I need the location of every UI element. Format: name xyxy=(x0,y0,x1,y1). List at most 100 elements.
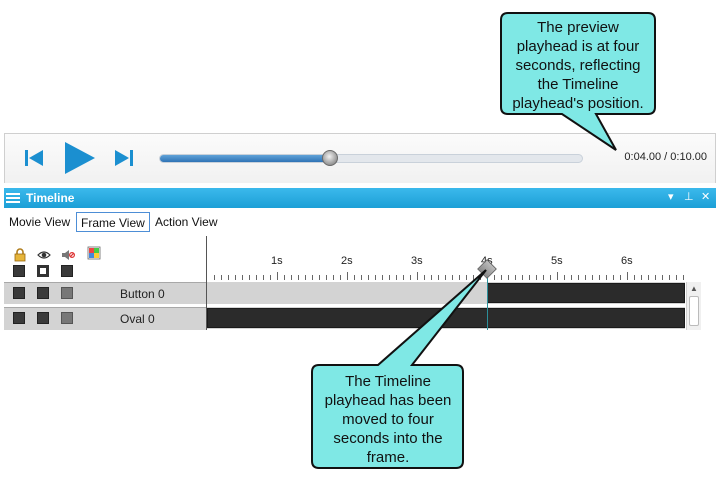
ruler-tick xyxy=(284,275,285,280)
callout-line: playhead's position. xyxy=(512,95,644,112)
ruler-tick xyxy=(340,275,341,280)
ruler-tick xyxy=(634,275,635,280)
ruler-label: 1s xyxy=(271,255,283,267)
ruler-tick xyxy=(242,275,243,280)
color-grid-icon[interactable] xyxy=(87,246,101,260)
skip-back-icon[interactable] xyxy=(23,147,45,169)
time-ruler[interactable]: 1s2s3s4s5s6s xyxy=(207,236,687,282)
panel-title: Timeline xyxy=(26,191,75,205)
visibility-all-toggle[interactable] xyxy=(37,265,49,277)
ruler-tick xyxy=(466,275,467,280)
ruler-tick xyxy=(375,275,376,280)
ruler-tick xyxy=(543,275,544,280)
ruler-tick xyxy=(669,275,670,280)
ruler-tick xyxy=(627,272,628,280)
visibility-toggle[interactable] xyxy=(37,312,49,324)
frame-span[interactable] xyxy=(487,283,685,303)
preview-progress-track[interactable] xyxy=(159,150,583,166)
ruler-tick xyxy=(662,275,663,280)
scrollbar-thumb[interactable] xyxy=(689,296,699,326)
timeline-view-tabs: Movie View Frame View Action View xyxy=(4,209,716,235)
track-row[interactable] xyxy=(207,307,685,329)
visibility-toggle[interactable] xyxy=(37,287,49,299)
ruler-tick xyxy=(235,275,236,280)
callout-line: The Timeline xyxy=(345,373,431,390)
ruler-tick xyxy=(249,275,250,280)
track-row[interactable] xyxy=(207,282,685,304)
ruler-tick xyxy=(536,275,537,280)
pin-icon[interactable]: ⊥ xyxy=(684,191,694,203)
ruler-tick xyxy=(438,275,439,280)
ruler-tick xyxy=(256,275,257,280)
ruler-tick xyxy=(221,275,222,280)
ruler-tick xyxy=(655,275,656,280)
ruler-tick xyxy=(319,275,320,280)
ruler-tick xyxy=(396,275,397,280)
ruler-tick xyxy=(326,275,327,280)
sound-muted-icon[interactable] xyxy=(61,248,75,262)
lock-icon[interactable] xyxy=(13,248,27,262)
ruler-label: 2s xyxy=(341,255,353,267)
ruler-tick xyxy=(564,275,565,280)
close-icon[interactable]: ✕ xyxy=(701,191,711,203)
timeline-tracks xyxy=(207,282,685,330)
ruler-tick xyxy=(459,275,460,280)
ruler-tick xyxy=(431,275,432,280)
tab-action-view[interactable]: Action View xyxy=(155,215,218,229)
ruler-tick xyxy=(347,272,348,280)
lock-all-toggle[interactable] xyxy=(13,265,25,277)
play-icon[interactable] xyxy=(61,140,97,176)
ruler-tick xyxy=(683,275,684,280)
scroll-up-icon[interactable]: ▲ xyxy=(690,284,698,293)
callout-line: The preview xyxy=(537,19,619,36)
ruler-tick xyxy=(214,275,215,280)
ruler-tick xyxy=(270,275,271,280)
eye-icon[interactable] xyxy=(37,248,51,262)
lock-toggle[interactable] xyxy=(13,287,25,299)
ruler-tick xyxy=(228,275,229,280)
ruler-tick xyxy=(648,275,649,280)
ruler-tick xyxy=(515,275,516,280)
pane-divider[interactable] xyxy=(206,236,207,330)
timeline-playhead-line xyxy=(487,264,488,330)
ruler-tick xyxy=(494,275,495,280)
ruler-tick xyxy=(305,275,306,280)
lock-toggle[interactable] xyxy=(13,312,25,324)
ruler-tick xyxy=(312,275,313,280)
menu-icon[interactable] xyxy=(6,191,20,205)
ruler-tick xyxy=(410,275,411,280)
ruler-tick xyxy=(417,272,418,280)
dropdown-icon[interactable]: ▾ xyxy=(668,191,674,203)
ruler-tick xyxy=(501,275,502,280)
layer-row[interactable]: Button 0 xyxy=(4,282,206,304)
ruler-tick xyxy=(522,275,523,280)
layer-row[interactable]: Oval 0 xyxy=(4,307,206,330)
vertical-scrollbar[interactable]: ▲ xyxy=(686,282,701,330)
callout-line: seconds, reflecting xyxy=(515,57,641,74)
color-swatch[interactable] xyxy=(61,287,73,299)
ruler-tick xyxy=(480,275,481,280)
callout-line: playhead is at four xyxy=(516,38,640,55)
tab-movie-view[interactable]: Movie View xyxy=(9,215,71,229)
callout-line: moved to four xyxy=(342,411,434,428)
color-swatch[interactable] xyxy=(61,312,73,324)
ruler-tick xyxy=(333,275,334,280)
frame-span[interactable] xyxy=(207,308,685,328)
ruler-tick xyxy=(445,275,446,280)
ruler-tick xyxy=(613,275,614,280)
preview-playhead[interactable] xyxy=(321,150,338,166)
ruler-label: 6s xyxy=(621,255,633,267)
ruler-tick xyxy=(508,275,509,280)
ruler-tick xyxy=(676,275,677,280)
ruler-tick xyxy=(263,275,264,280)
ruler-tick xyxy=(452,275,453,280)
timeline-panel-header: Timeline ▾ ⊥ ✕ xyxy=(4,188,716,208)
sound-all-toggle[interactable] xyxy=(61,265,73,277)
ruler-tick xyxy=(368,275,369,280)
ruler-label: 3s xyxy=(411,255,423,267)
callout-line: frame. xyxy=(366,449,410,466)
callout-line: the Timeline xyxy=(537,76,619,93)
top-callout-text: The preview playhead is at four seconds,… xyxy=(503,18,653,113)
skip-forward-icon[interactable] xyxy=(113,147,135,169)
tab-frame-view[interactable]: Frame View xyxy=(76,212,150,232)
